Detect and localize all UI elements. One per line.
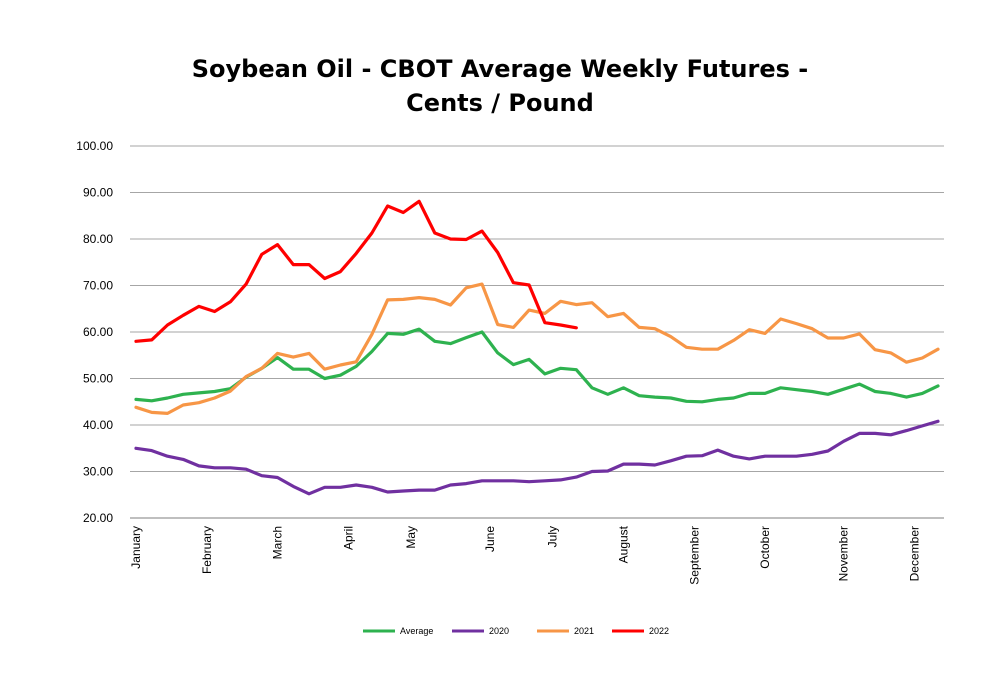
x-tick-label: July bbox=[546, 526, 560, 547]
x-tick-label: April bbox=[341, 526, 355, 550]
x-tick-label: September bbox=[687, 526, 701, 585]
x-tick-label: February bbox=[200, 526, 214, 574]
y-tick-label: 40.00 bbox=[83, 418, 113, 432]
y-tick-label: 20.00 bbox=[83, 511, 113, 525]
x-axis-ticks: January February March April May June July Augu… bbox=[129, 525, 921, 584]
gridlines bbox=[130, 145, 944, 519]
y-tick-label: 60.00 bbox=[83, 325, 113, 339]
legend-label: Average bbox=[400, 626, 433, 636]
y-tick-label: 100.00 bbox=[76, 139, 113, 153]
chart-title: Soybean Oil - CBOT Average Weekly Future… bbox=[191, 55, 809, 117]
x-tick-label: March bbox=[271, 526, 285, 559]
x-tick-label: August bbox=[616, 525, 630, 563]
x-tick-label: May bbox=[404, 526, 418, 549]
legend: Average 2020 2021 2022 bbox=[363, 626, 669, 636]
legend-label: 2020 bbox=[489, 626, 509, 636]
series-line-2020 bbox=[134, 419, 940, 496]
series-line-2022 bbox=[134, 199, 578, 343]
legend-label: 2021 bbox=[574, 626, 594, 636]
x-tick-label: January bbox=[129, 526, 143, 569]
series-lines bbox=[134, 199, 940, 496]
series-line-average bbox=[134, 327, 940, 404]
x-tick-label: June bbox=[483, 526, 497, 552]
y-tick-label: 30.00 bbox=[83, 465, 113, 479]
legend-label: 2022 bbox=[649, 626, 669, 636]
y-tick-label: 70.00 bbox=[83, 279, 113, 293]
series-line-2021 bbox=[134, 282, 940, 415]
x-tick-label: October bbox=[758, 526, 772, 569]
x-tick-label: December bbox=[907, 526, 921, 581]
y-axis-ticks: 20.00 30.00 40.00 50.00 60.00 70.00 80.00 90.00… bbox=[76, 139, 113, 525]
y-tick-label: 90.00 bbox=[83, 186, 113, 200]
y-tick-label: 80.00 bbox=[83, 232, 113, 246]
x-tick-label: November bbox=[837, 526, 851, 581]
y-tick-label: 50.00 bbox=[83, 372, 113, 386]
